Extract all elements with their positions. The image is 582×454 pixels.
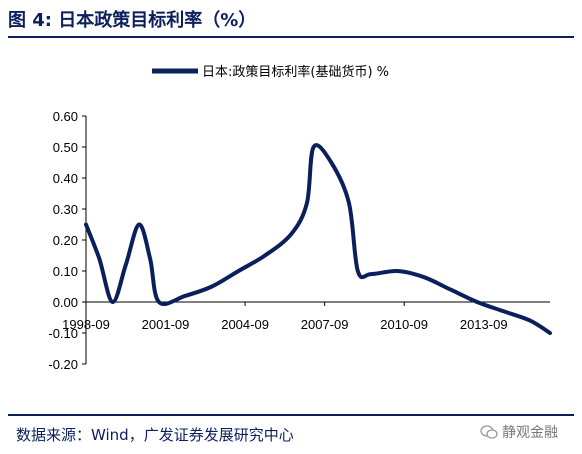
y-tick-label: 0.20 [53,233,78,248]
source-divider [8,414,574,416]
y-axis: 0.60 0.50 0.40 0.30 0.20 0.10 0.00 -0.10 -0.20 [48,109,87,372]
title-divider [8,36,574,38]
y-tick-label: 0.50 [53,140,78,155]
chart: 日本:政策目标利率(基础货币) % 0.600.500.400.300.200.… [48,64,552,372]
legend: 日本:政策目标利率(基础货币) % [152,64,389,80]
x-tick-label: 2004-09 [221,317,269,332]
y-tick-label: -0.20 [48,357,78,372]
source-note: 数据来源：Wind，广发证券发展研究中心 [16,426,294,444]
x-tick-label: 2010-09 [380,317,428,332]
y-tick-label: 0.10 [53,264,78,279]
x-tick-label: 2013-09 [460,317,508,332]
series-layer [84,143,552,335]
y-tick-label: 0.60 [53,109,78,124]
watermark-text: 静观金融 [502,425,558,441]
series-line-policy-rate [84,143,552,335]
figure-title: 图 4: 日本政策目标利率（%） [8,10,257,31]
y-tick-label: 0.40 [53,171,78,186]
x-axis: 1998-09 2001-09 2004-09 2007-09 2010-09 2013-… [62,301,550,332]
legend-label: 日本:政策目标利率(基础货币) % [202,64,389,80]
x-tick-label: 2001-09 [142,317,190,332]
watermark: 静观金融 [480,422,558,442]
y-tick-label: 0.00 [53,295,78,310]
y-tick-label: -0.10 [48,326,78,341]
x-tick-label: 1998-09 [62,317,110,332]
wechat-icon [480,425,498,439]
x-tick-label: 2007-09 [301,317,349,332]
y-tick-label: 0.30 [53,202,78,217]
